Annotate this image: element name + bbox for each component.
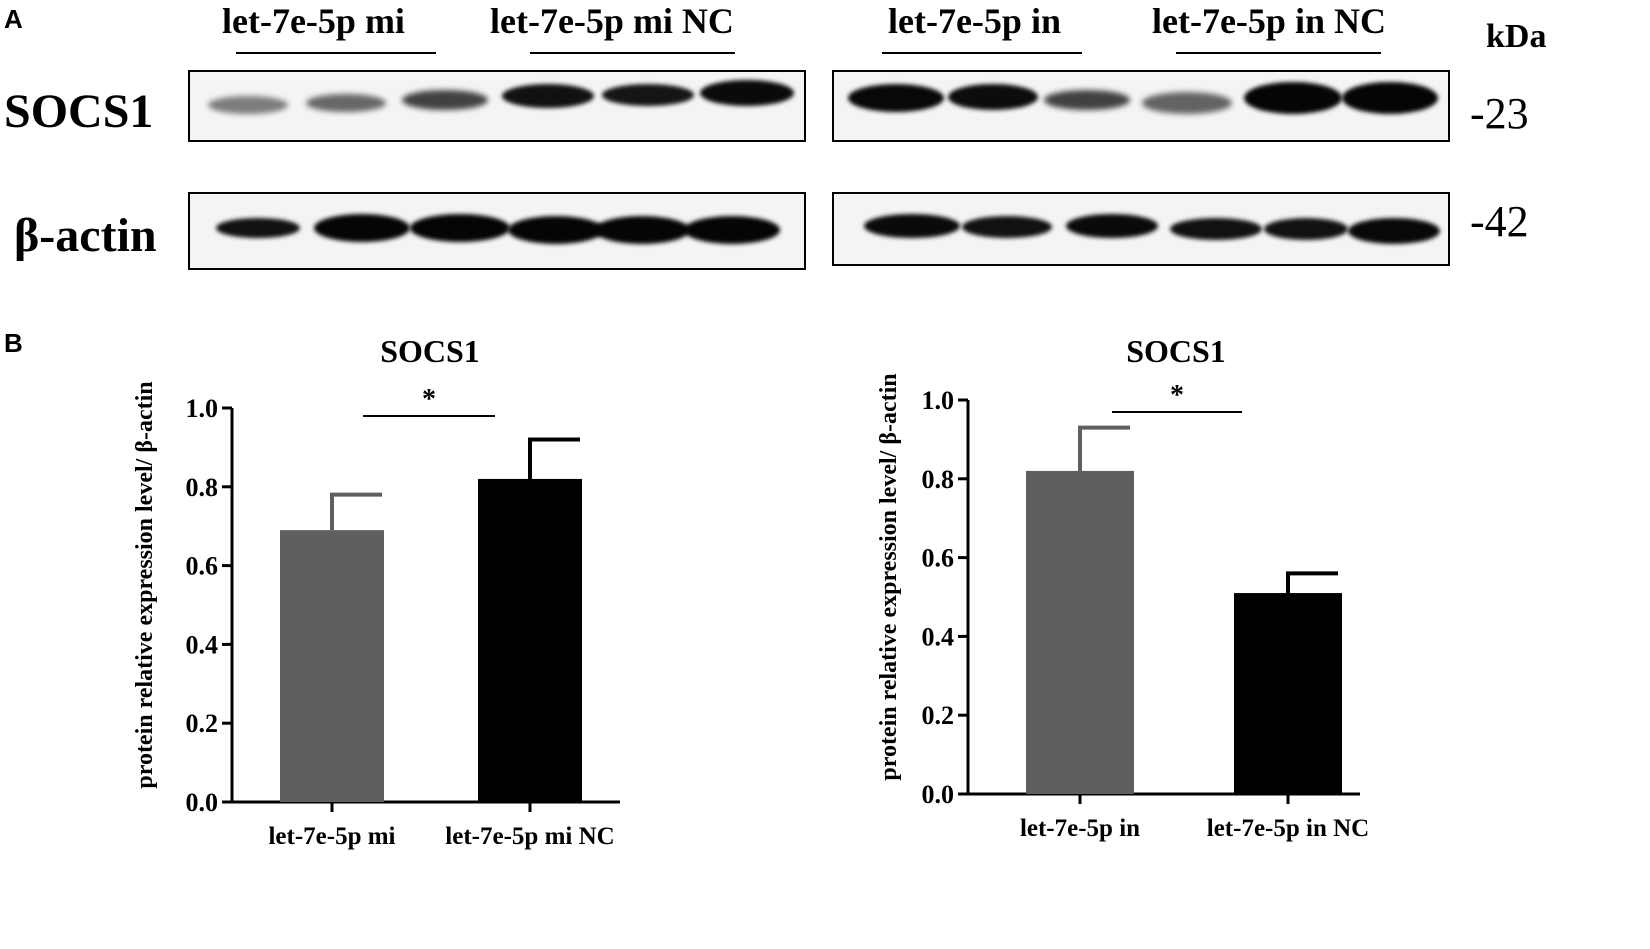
bar-chart-in: SOCS1 protein relative expression level/ … (876, 333, 1369, 842)
band (684, 216, 780, 244)
band (410, 214, 510, 242)
group-underline-in (882, 52, 1082, 54)
y-tick-label: 0.2 (186, 709, 219, 738)
band (864, 214, 960, 238)
chart-title: SOCS1 (1126, 333, 1226, 369)
band (1342, 82, 1438, 114)
y-tick-label: 0.6 (922, 544, 955, 573)
bar-1 (280, 530, 384, 802)
y-axis-label: protein relative expression level/ β-act… (132, 381, 158, 788)
y-tick-label: 0.8 (186, 473, 219, 502)
band (216, 218, 300, 238)
band (594, 216, 690, 244)
y-tick-label: 0.0 (922, 780, 955, 809)
y-tick-label: 0.8 (922, 465, 955, 494)
band (1066, 214, 1158, 238)
band (502, 84, 594, 108)
band (314, 214, 410, 242)
blot-actin-left (188, 192, 806, 270)
group-underline-in-nc (1176, 52, 1381, 54)
y-axis-label: protein relative expression level/ β-act… (876, 373, 902, 780)
mw-marker-23: -23 (1470, 89, 1529, 138)
group-label-in-nc: let-7e-5p in NC (1152, 1, 1386, 41)
y-tick-label: 0.0 (186, 788, 219, 817)
y-tick-label: 0.2 (922, 701, 955, 730)
bar-2 (478, 478, 582, 802)
x-tick-label-2: let-7e-5p mi NC (445, 823, 614, 850)
bar-1 (1026, 470, 1134, 794)
band (848, 84, 944, 112)
group-label-mi: let-7e-5p mi (222, 1, 405, 41)
band (402, 90, 488, 110)
group-label-mi-nc: let-7e-5p mi NC (490, 1, 734, 41)
band (1264, 218, 1348, 240)
significance-star: * (422, 384, 436, 415)
chart-title: SOCS1 (380, 333, 480, 369)
y-tick-label: 1.0 (922, 386, 955, 415)
panel-a-letter: A (4, 4, 23, 34)
band (1044, 90, 1130, 110)
y-tick-label: 0.4 (922, 622, 955, 651)
band (700, 80, 794, 106)
band (1142, 92, 1232, 114)
band (602, 84, 694, 106)
group-label-in: let-7e-5p in (888, 1, 1061, 41)
mw-marker-42: -42 (1470, 197, 1529, 246)
row-label-socs1: SOCS1 (4, 85, 154, 138)
group-underline-mi (236, 52, 436, 54)
band (306, 94, 386, 112)
blot-actin-right (832, 192, 1450, 266)
band (1348, 218, 1440, 244)
blot-socs1-left (188, 70, 806, 142)
band (1244, 82, 1342, 114)
band (962, 216, 1052, 238)
band (1170, 218, 1262, 240)
y-tick-label: 0.4 (186, 630, 219, 659)
bar-2 (1234, 593, 1342, 794)
band (208, 96, 288, 114)
panel-b-letter: B (4, 328, 23, 358)
kda-unit-label: kDa (1486, 18, 1547, 55)
band (508, 216, 604, 244)
x-tick-label-1: let-7e-5p mi (268, 823, 395, 850)
row-label-beta-actin: β-actin (14, 209, 157, 262)
band (948, 84, 1038, 110)
bar-chart-mi: SOCS1 protein relative expression level/ … (132, 333, 620, 850)
x-tick-label-1: let-7e-5p in (1020, 815, 1140, 842)
group-underline-mi-nc (530, 52, 735, 54)
x-tick-label-2: let-7e-5p in NC (1207, 815, 1369, 842)
blot-socs1-right (832, 70, 1450, 142)
y-tick-label: 0.6 (186, 552, 219, 581)
significance-star: * (1170, 380, 1184, 411)
y-tick-label: 1.0 (186, 394, 219, 423)
